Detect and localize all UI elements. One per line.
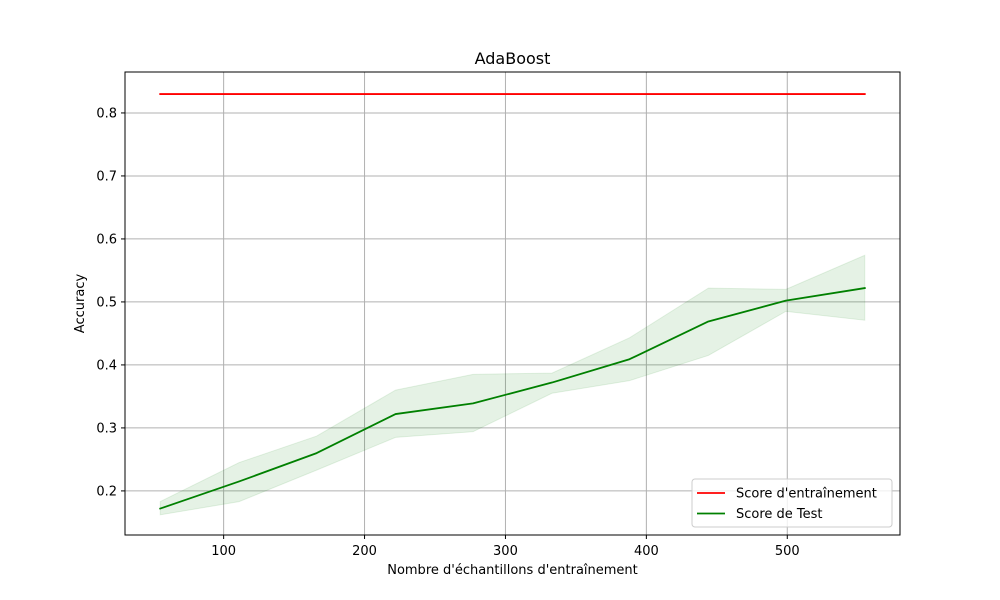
x-tick-label: 100: [211, 544, 236, 559]
y-tick-label: 0.7: [96, 169, 117, 184]
x-tick-label: 300: [493, 544, 518, 559]
test-score-line: [159, 287, 866, 510]
series-lines: [159, 93, 866, 510]
y-tick-label: 0.8: [96, 106, 117, 121]
legend-label: Score de Test: [736, 507, 823, 522]
y-tick-label: 0.5: [96, 295, 117, 310]
y-tick-label: 0.2: [96, 484, 117, 499]
x-tick-label: 200: [352, 544, 377, 559]
x-axis-label: Nombre d'échantillons d'entraînement: [387, 563, 638, 578]
test-score-confidence-band: [159, 254, 866, 516]
chart-title: AdaBoost: [475, 49, 551, 68]
plot-area-frame: [124, 71, 901, 536]
legend-label: Score d'entraînement: [736, 487, 877, 502]
x-tick-label: 500: [775, 544, 800, 559]
y-axis-label: Accuracy: [73, 274, 88, 334]
confidence-bands: [159, 254, 866, 516]
y-axis-ticks: 0.2 0.3 0.4 0.5 0.6 0.7 0.8: [96, 106, 125, 499]
y-tick-label: 0.6: [96, 232, 117, 247]
grid: [125, 72, 900, 535]
y-tick-label: 0.3: [96, 421, 117, 436]
legend: Score d'entraînement Score de Test: [691, 478, 893, 528]
y-tick-label: 0.4: [96, 358, 117, 373]
legend-box: [691, 478, 893, 528]
x-axis-ticks: 100 200 300 400 500: [211, 535, 800, 559]
x-tick-label: 400: [634, 544, 659, 559]
